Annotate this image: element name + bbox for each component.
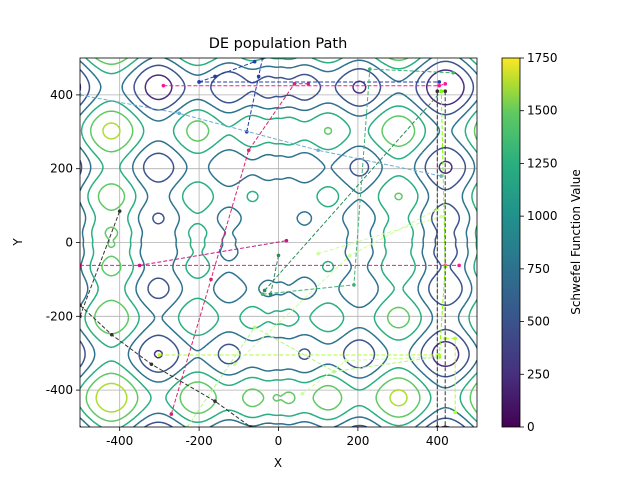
population-path — [262, 68, 454, 295]
population-point — [435, 425, 440, 427]
population-point — [246, 148, 251, 153]
population-point — [209, 277, 213, 282]
population-point — [368, 67, 372, 71]
population-point — [292, 82, 297, 86]
colorbar-tick-label: 750 — [527, 262, 550, 276]
population-point — [457, 263, 461, 268]
population-point — [248, 425, 253, 427]
population-point — [437, 80, 442, 84]
population-point — [233, 362, 237, 367]
x-tick-label: 0 — [275, 434, 283, 448]
population-point — [435, 207, 440, 212]
population-path — [80, 94, 442, 177]
population-point — [300, 391, 305, 396]
population-point — [352, 283, 356, 287]
y-tick-label: -400 — [46, 383, 73, 397]
population-point — [137, 263, 142, 268]
y-tick-label: 400 — [50, 88, 73, 102]
population-point — [109, 332, 114, 337]
population-point — [316, 251, 321, 256]
colorbar-tick-label: 1750 — [527, 51, 558, 65]
colorbar-tick-label: 500 — [527, 315, 550, 329]
population-point — [344, 358, 348, 363]
population-point — [348, 253, 352, 258]
colorbar-tick-label: 1000 — [527, 209, 558, 223]
population-point — [80, 263, 82, 268]
colorbar-label: Schwefel Function Value — [569, 169, 583, 315]
colorbar-tick-label: 250 — [527, 367, 550, 381]
y-tick-label: -200 — [46, 309, 73, 323]
population-path — [163, 83, 446, 87]
colorbar-frame — [501, 57, 521, 428]
population-path — [80, 210, 121, 317]
population-point — [435, 89, 440, 94]
x-tick-label: 400 — [426, 434, 449, 448]
population-point — [256, 74, 261, 79]
x-tick-label: -400 — [106, 434, 133, 448]
y-tick-label: 0 — [65, 236, 73, 250]
population-path — [198, 61, 255, 83]
population-point — [453, 336, 457, 341]
chart-title: DE population Path — [209, 36, 348, 52]
x-axis-ticks: -400 -200 0 200 400 — [106, 427, 449, 448]
population-point — [117, 209, 122, 213]
contour-level — [85, 58, 477, 422]
population-point — [252, 325, 257, 330]
population-point — [157, 353, 162, 357]
population-point — [316, 148, 321, 153]
population-point — [439, 214, 444, 219]
population-point — [451, 70, 455, 75]
y-axis-label: Y — [11, 238, 25, 247]
y-axis-ticks: -400 -200 0 200 400 — [46, 88, 80, 397]
population-point — [284, 238, 289, 243]
population-paths — [80, 58, 461, 427]
colorbar-tick-label: 1250 — [527, 156, 558, 170]
y-tick-label: 200 — [50, 162, 73, 176]
population-point — [260, 292, 265, 296]
population-point — [443, 82, 448, 86]
population-point — [252, 59, 257, 64]
contour-level — [95, 122, 408, 413]
population-point — [453, 410, 457, 415]
population-point — [276, 253, 281, 258]
population-point — [185, 425, 189, 427]
population-point — [80, 314, 82, 319]
population-point — [169, 412, 174, 416]
population-path — [270, 255, 279, 295]
population-point — [262, 288, 267, 293]
population-path — [186, 326, 438, 427]
population-point — [161, 83, 166, 88]
population-point — [177, 111, 182, 116]
contour-level — [80, 58, 477, 427]
x-axis-label: X — [274, 456, 282, 470]
population-path — [139, 240, 287, 266]
population-point — [149, 362, 154, 367]
colorbar-tick-label: 0 — [527, 420, 535, 434]
contour-lines — [80, 58, 477, 427]
population-point — [439, 174, 444, 178]
population-point — [443, 425, 448, 427]
population-point — [213, 399, 217, 403]
population-path — [170, 83, 309, 415]
population-point — [80, 303, 82, 308]
population-point — [439, 89, 444, 94]
population-point — [306, 82, 311, 86]
population-point — [213, 74, 217, 79]
population-path — [264, 90, 442, 291]
population-point — [443, 89, 448, 94]
population-point — [437, 83, 442, 88]
x-tick-label: -200 — [185, 434, 212, 448]
population-point — [268, 292, 273, 296]
population-point — [197, 80, 201, 84]
population-point — [80, 93, 82, 97]
colorbar-ticks: 0 250 500 750 1000 1250 1500 1750 — [520, 51, 558, 434]
colorbar-tick-label: 1500 — [527, 104, 558, 118]
population-point — [260, 58, 265, 60]
colorbar — [502, 58, 520, 427]
population-path — [318, 216, 442, 255]
x-tick-label: 200 — [346, 434, 369, 448]
